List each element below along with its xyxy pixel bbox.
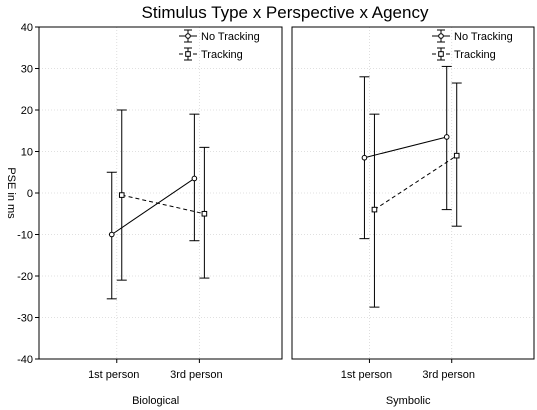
data-point	[201, 210, 208, 217]
x-tick-label: 1st person	[88, 369, 139, 381]
legend-label: Tracking	[201, 49, 243, 61]
y-tick-label: 0	[27, 188, 33, 200]
data-point	[118, 192, 125, 198]
panels: -40 -30 -20 -10 0 10 20 30 40 1st person 3rd perso…	[17, 22, 535, 407]
y-tick-label: 30	[21, 64, 33, 76]
y-tick-label: 10	[21, 147, 33, 159]
panel-label: Biological	[132, 395, 179, 407]
panel-label: Symbolic	[386, 395, 431, 407]
y-axis-label: PSE in ms	[5, 167, 17, 219]
series-tracking	[116, 109, 210, 281]
y-tick-label: -20	[17, 271, 33, 283]
series-no-tracking	[106, 113, 200, 300]
data-point	[443, 134, 450, 140]
panel-biological: -40 -30 -20 -10 0 10 20 30 40 1st person 3rd perso…	[17, 22, 283, 407]
chart-title: Stimulus Type x Perspective x Agency	[142, 3, 429, 22]
y-tick-label: -10	[17, 230, 33, 242]
panel-symbolic: 1st person 3rd person Symbolic No Tracking T…	[291, 26, 535, 407]
plot-frame	[291, 26, 535, 360]
data-point	[371, 206, 378, 213]
y-tick-label: 20	[21, 105, 33, 117]
x-tick-label: 3rd person	[422, 369, 475, 381]
series-tracking	[369, 82, 462, 308]
data-point	[108, 231, 115, 238]
series-line	[364, 136, 447, 159]
series-line	[374, 155, 457, 211]
x-tick-label: 1st person	[341, 369, 392, 381]
legend: No Tracking Tracking	[432, 29, 513, 61]
series-line	[121, 194, 205, 215]
legend-label: Tracking	[454, 49, 496, 61]
legend-marker	[185, 33, 191, 39]
data-point	[191, 175, 198, 182]
data-point	[453, 152, 460, 159]
y-tick-label: -40	[17, 354, 33, 366]
y-tick-label: 40	[21, 22, 33, 34]
y-tick-label: -30	[17, 313, 33, 325]
data-point	[361, 154, 368, 161]
legend-marker	[438, 51, 444, 57]
series-line	[111, 178, 195, 235]
legend: No Tracking Tracking	[179, 29, 260, 61]
x-tick-label: 3rd person	[170, 369, 223, 381]
series-no-tracking	[359, 65, 452, 240]
legend-label: No Tracking	[454, 31, 513, 43]
legend-label: No Tracking	[201, 31, 260, 43]
legend-marker	[185, 51, 191, 57]
legend-marker	[438, 33, 444, 39]
